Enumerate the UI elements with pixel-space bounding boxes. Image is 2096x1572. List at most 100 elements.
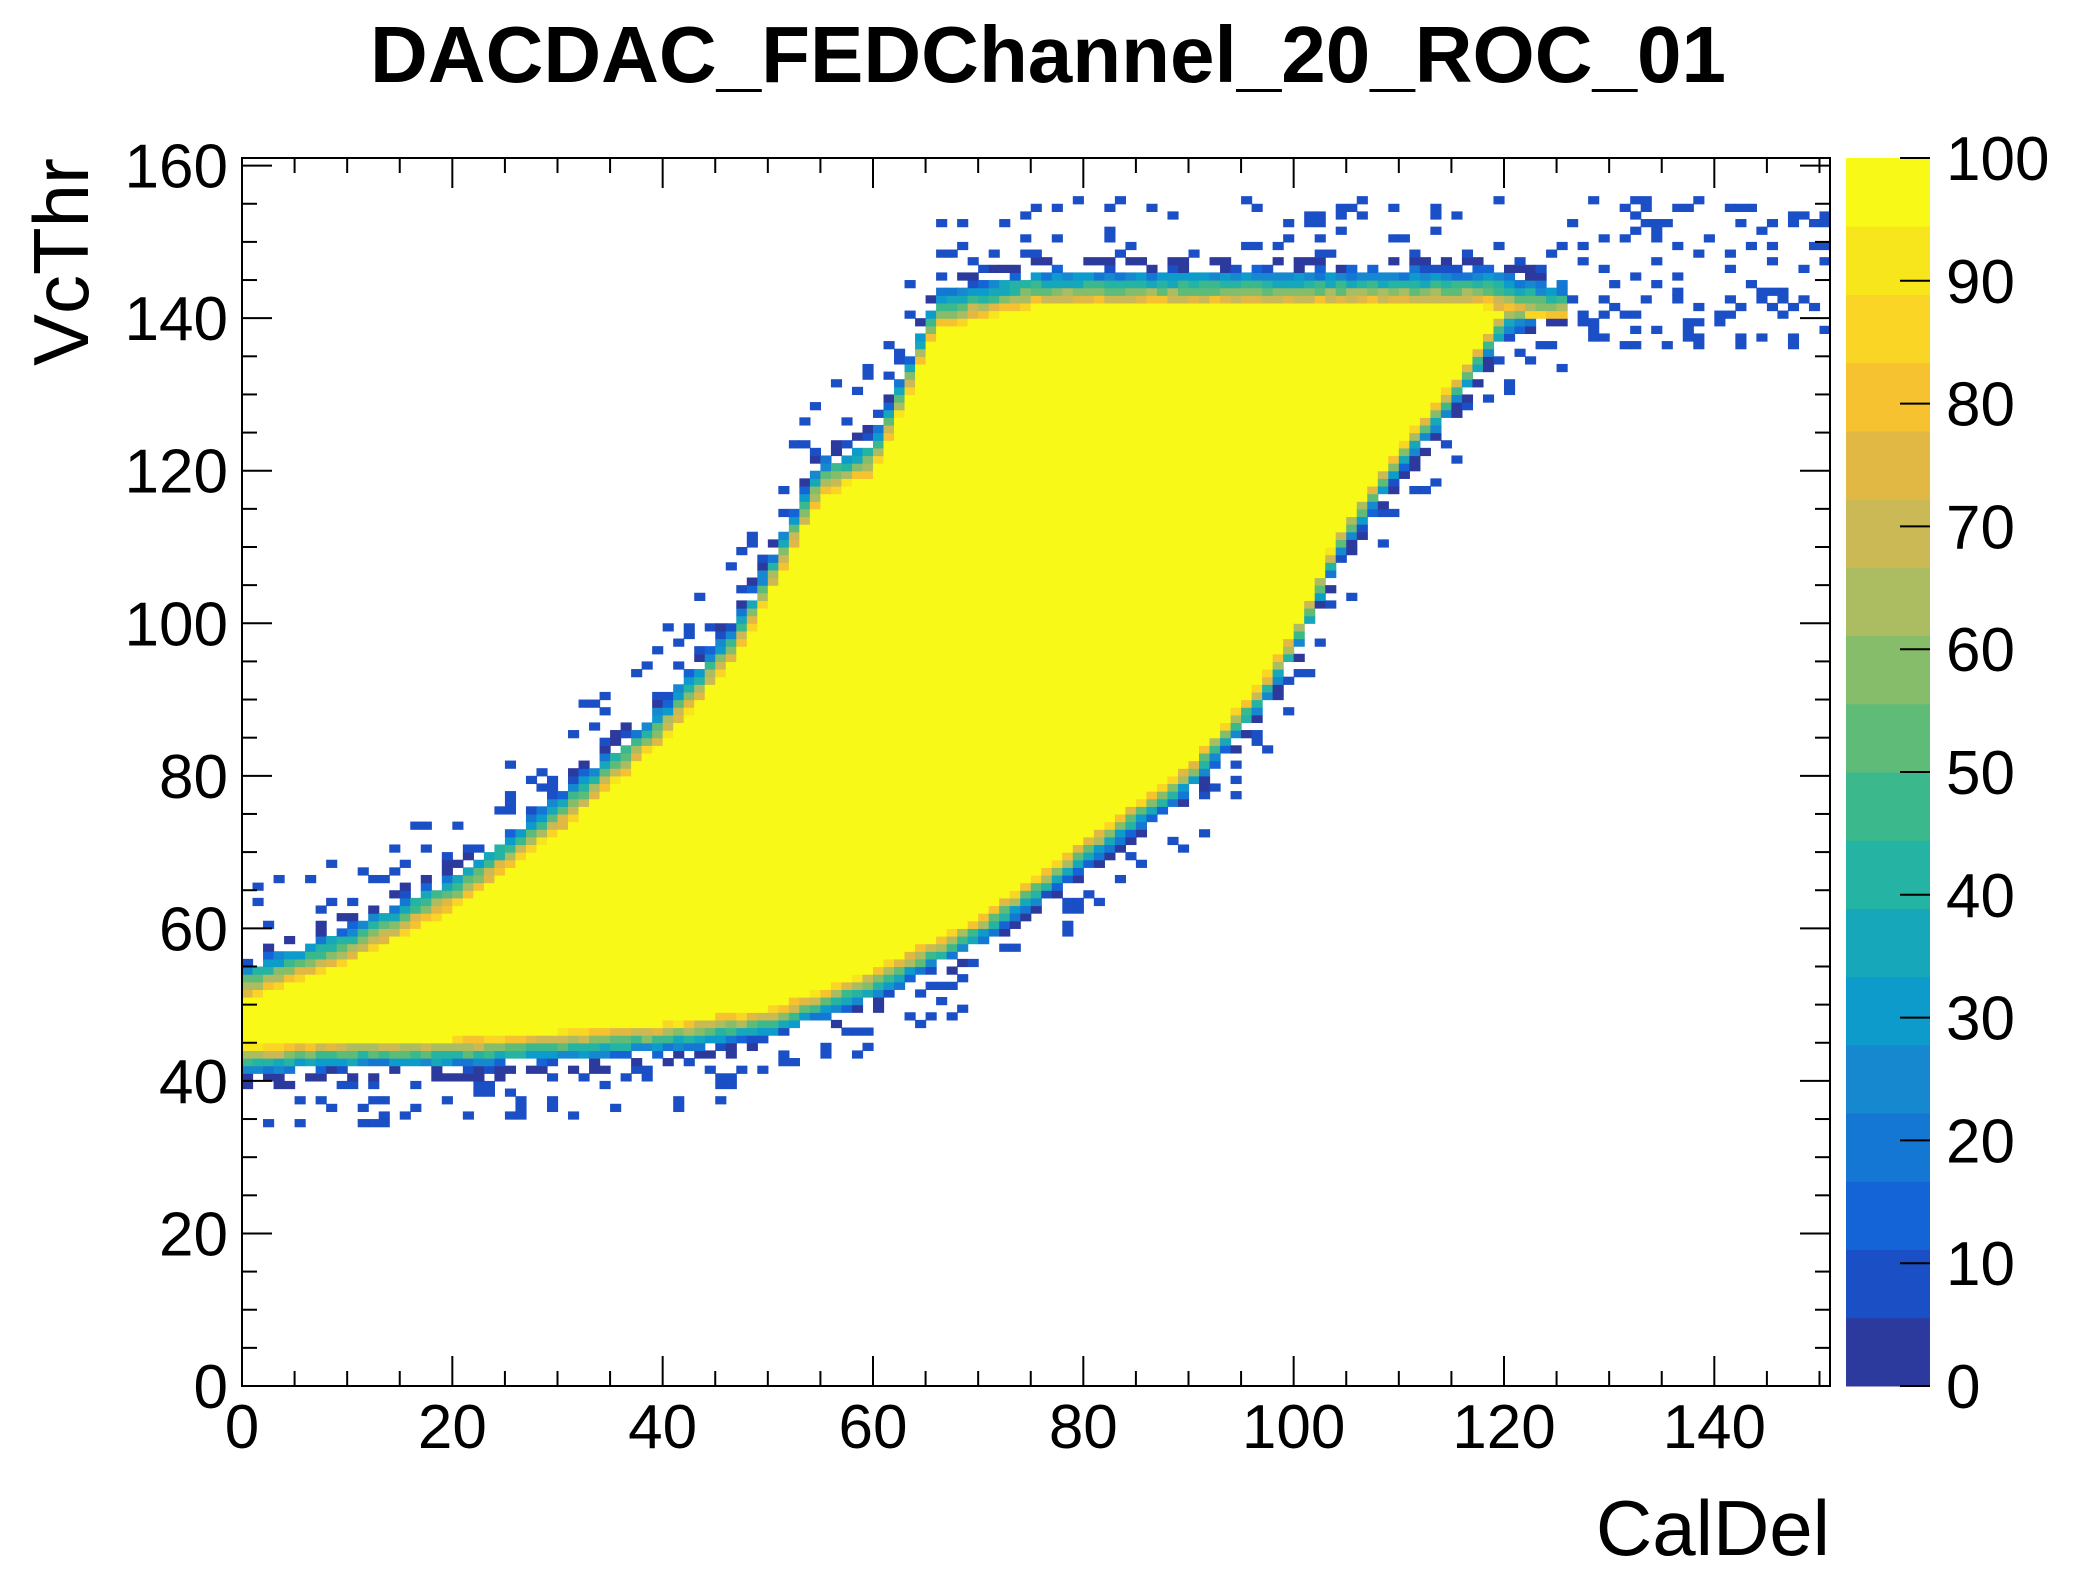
heatmap-bin bbox=[883, 791, 895, 800]
heatmap-bin bbox=[978, 859, 990, 868]
heatmap-bin bbox=[673, 1019, 685, 1029]
heatmap-bin bbox=[809, 562, 822, 571]
heatmap-bin bbox=[778, 485, 790, 495]
heatmap-bin bbox=[872, 524, 885, 533]
heatmap-bin bbox=[315, 1096, 327, 1105]
heatmap-bin bbox=[999, 394, 1011, 403]
heatmap-bin bbox=[862, 516, 874, 525]
heatmap-bin bbox=[704, 745, 716, 754]
heatmap-bin bbox=[1030, 363, 1042, 373]
heatmap-bin bbox=[904, 615, 916, 624]
heatmap-bin bbox=[767, 958, 779, 968]
heatmap-bin bbox=[620, 798, 632, 807]
heatmap-bin bbox=[683, 867, 695, 876]
heatmap-bin bbox=[715, 966, 727, 975]
heatmap-bin bbox=[925, 295, 937, 304]
heatmap-bin bbox=[1041, 440, 1053, 449]
heatmap-bin bbox=[936, 669, 948, 678]
heatmap-bin bbox=[883, 653, 895, 663]
heatmap-bin bbox=[946, 333, 958, 342]
heatmap-bin bbox=[368, 966, 380, 975]
heatmap-bin bbox=[1041, 302, 1053, 312]
heatmap-bin bbox=[830, 623, 843, 632]
heatmap-bin bbox=[1114, 417, 1126, 426]
heatmap-bin bbox=[1030, 806, 1042, 815]
heatmap-bin bbox=[799, 676, 811, 685]
heatmap-bin bbox=[662, 806, 674, 815]
heatmap-bin bbox=[536, 821, 548, 830]
heatmap-bin bbox=[336, 989, 348, 998]
heatmap-bin bbox=[1093, 463, 1105, 472]
heatmap-bin bbox=[820, 791, 832, 800]
heatmap-bin bbox=[589, 913, 601, 922]
heatmap-bin bbox=[841, 966, 853, 975]
heatmap-bin bbox=[715, 920, 727, 929]
heatmap-bin bbox=[904, 943, 916, 952]
heatmap-bin bbox=[936, 684, 948, 693]
heatmap-bin bbox=[378, 1012, 390, 1021]
heatmap-bin bbox=[683, 1027, 695, 1036]
heatmap-bin bbox=[1062, 447, 1074, 457]
heatmap-bin bbox=[904, 447, 916, 457]
heatmap-bin bbox=[862, 455, 874, 464]
heatmap-bin bbox=[946, 661, 958, 670]
heatmap-bin bbox=[305, 966, 317, 975]
heatmap-bin bbox=[462, 943, 474, 952]
heatmap-bin bbox=[1093, 485, 1105, 495]
heatmap-bin bbox=[441, 943, 453, 952]
heatmap-bin bbox=[936, 508, 948, 518]
heatmap-bin bbox=[1083, 485, 1095, 495]
heatmap-bin bbox=[631, 798, 643, 807]
heatmap-bin bbox=[725, 997, 737, 1006]
heatmap-bin bbox=[1041, 463, 1053, 472]
heatmap-bin bbox=[683, 928, 695, 937]
heatmap-bin bbox=[704, 791, 716, 800]
heatmap-bin bbox=[1156, 745, 1169, 754]
heatmap-bin bbox=[830, 554, 843, 563]
heatmap-bin bbox=[431, 1035, 443, 1044]
heatmap-bin bbox=[1062, 722, 1074, 731]
heatmap-bin bbox=[872, 935, 885, 945]
heatmap-bin bbox=[925, 463, 937, 472]
heatmap-bin bbox=[504, 882, 517, 891]
heatmap-bin bbox=[925, 951, 937, 960]
heatmap-bin bbox=[652, 997, 664, 1006]
heatmap-bin bbox=[915, 768, 927, 777]
heatmap-bin bbox=[1135, 440, 1148, 449]
heatmap-bin bbox=[347, 928, 359, 937]
heatmap-bin bbox=[704, 859, 716, 868]
heatmap-bin bbox=[799, 1004, 811, 1013]
heatmap-bin bbox=[999, 722, 1011, 731]
heatmap-bin bbox=[347, 1050, 359, 1059]
heatmap-bin bbox=[1041, 447, 1053, 457]
heatmap-bin bbox=[830, 775, 843, 785]
heatmap-bin bbox=[1072, 485, 1084, 495]
heatmap-bin bbox=[1041, 646, 1053, 655]
heatmap-bin bbox=[599, 943, 611, 952]
heatmap-bin bbox=[1020, 608, 1032, 617]
heatmap-bin bbox=[862, 966, 874, 975]
heatmap-bin bbox=[883, 905, 895, 914]
heatmap-bin bbox=[1114, 310, 1126, 319]
heatmap-bin bbox=[788, 913, 800, 922]
heatmap-bin bbox=[988, 699, 1000, 708]
heatmap-bin bbox=[1072, 783, 1084, 792]
heatmap-bin bbox=[883, 592, 895, 601]
heatmap-bin bbox=[809, 966, 822, 975]
heatmap-bin bbox=[336, 997, 348, 1006]
heatmap-bin bbox=[378, 913, 390, 922]
heatmap-bin bbox=[746, 897, 758, 907]
heatmap-bin bbox=[515, 844, 527, 853]
heatmap-bin bbox=[525, 958, 538, 968]
heatmap-bin bbox=[1093, 699, 1105, 708]
heatmap-bin bbox=[1062, 569, 1074, 579]
heatmap-bin bbox=[1062, 318, 1074, 327]
heatmap-bin bbox=[441, 966, 453, 975]
heatmap-bin bbox=[830, 592, 843, 601]
heatmap-bin bbox=[1009, 730, 1021, 739]
heatmap-bin bbox=[1083, 287, 1095, 296]
heatmap-bin bbox=[389, 844, 401, 853]
heatmap-bin bbox=[778, 813, 790, 823]
heatmap-bin bbox=[1156, 310, 1169, 319]
heatmap-bin bbox=[1072, 669, 1084, 678]
